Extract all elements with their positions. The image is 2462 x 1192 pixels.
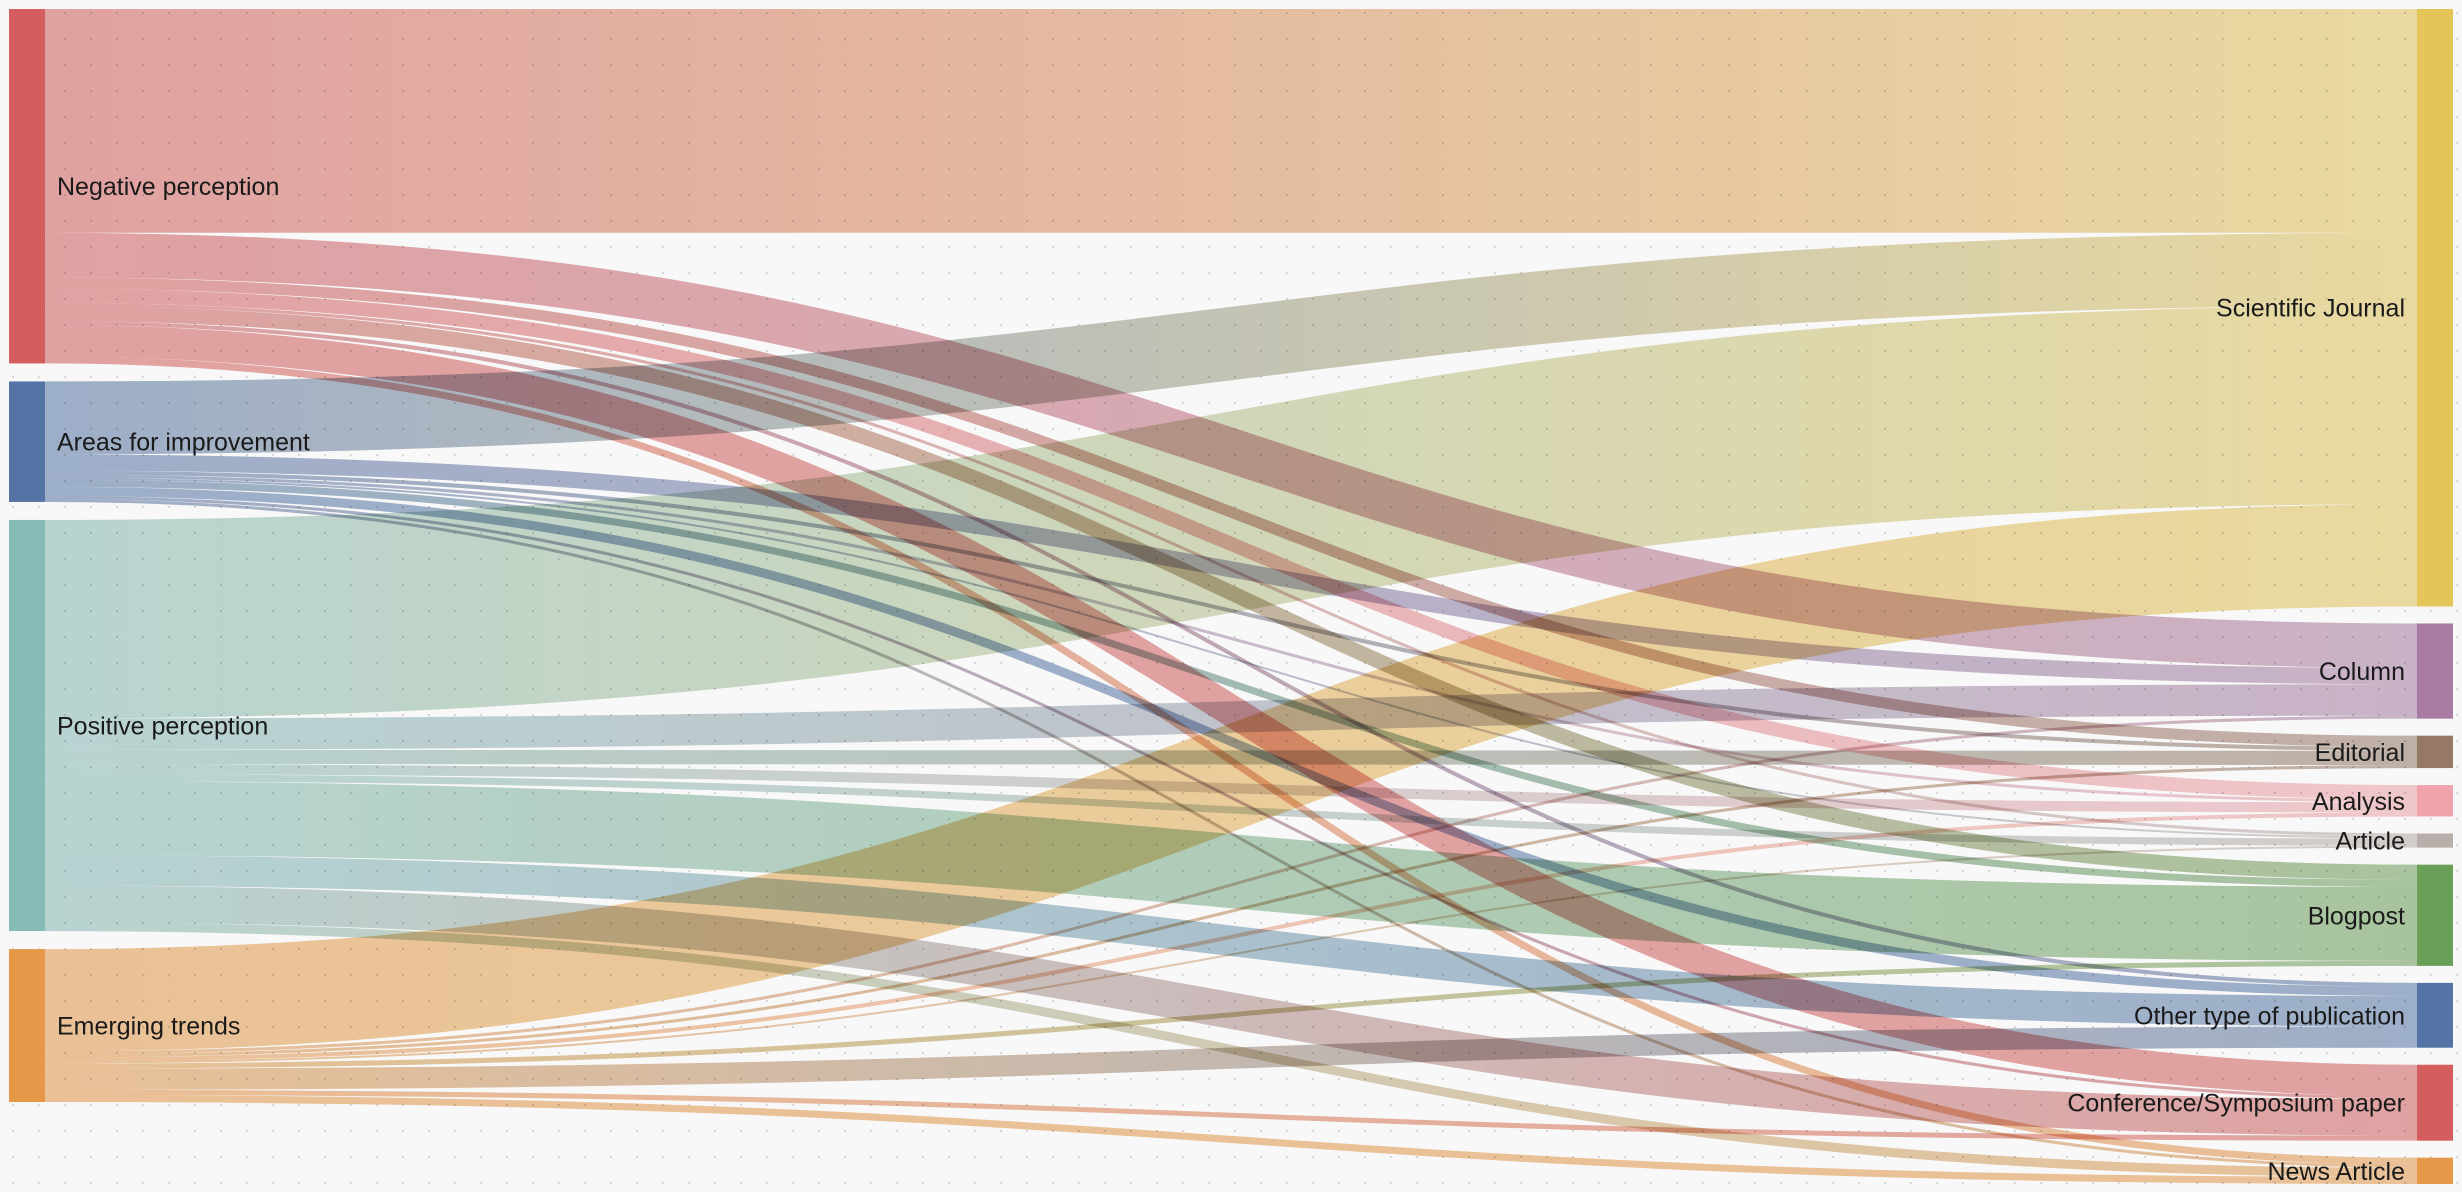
node-scientific-journal: [2417, 9, 2453, 607]
label-scientific-journal: Scientific Journal: [2216, 295, 2405, 323]
flow-links: [44, 8, 2418, 1185]
link-emerging-trends-to-conference-symposium-paper: [44, 1089, 2418, 1141]
link-positive-perception-to-scientific-journal: [44, 305, 2418, 719]
link-positive-perception-to-conference-symposium-paper: [44, 885, 2418, 1136]
label-other-type-of-publication: Other type of publication: [2134, 1002, 2405, 1030]
node-labels: Negative perception Areas for improvement…: [57, 173, 2405, 1186]
label-column: Column: [2319, 658, 2405, 686]
link-emerging-trends-to-column: [44, 715, 2418, 1055]
link-areas-for-improvement-to-article: [44, 477, 2418, 839]
label-conference-symposium-paper: Conference/Symposium paper: [2067, 1090, 2405, 1118]
label-emerging-trends: Emerging trends: [57, 1013, 240, 1041]
link-areas-for-improvement-to-analysis: [44, 474, 2418, 803]
node-article: [2417, 833, 2453, 848]
link-emerging-trends-to-blogpost: [44, 960, 2418, 1069]
link-positive-perception-to-blogpost: [44, 781, 2418, 961]
link-positive-perception-to-column: [44, 684, 2418, 750]
label-negative-perception: Negative perception: [57, 173, 279, 201]
node-analysis: [2417, 785, 2453, 817]
label-areas-for-improvement: Areas for improvement: [57, 429, 310, 457]
flow-nodes: [9, 9, 2453, 1184]
node-positive-perception: [9, 519, 45, 932]
link-emerging-trends-to-editorial: [44, 765, 2418, 1058]
node-other-type-of-publication: [2417, 982, 2453, 1048]
link-emerging-trends-to-other-type-of-publication: [44, 1026, 2418, 1090]
label-analysis: Analysis: [2312, 788, 2405, 816]
label-editorial: Editorial: [2315, 739, 2405, 767]
node-areas-for-improvement: [9, 381, 45, 502]
link-emerging-trends-to-news-article: [44, 1094, 2418, 1185]
link-positive-perception-to-other-type-of-publication: [44, 855, 2418, 1027]
link-areas-for-improvement-to-scientific-journal: [44, 232, 2418, 455]
label-positive-perception: Positive perception: [57, 713, 268, 741]
node-blogpost: [2417, 864, 2453, 966]
link-emerging-trends-to-analysis: [44, 812, 2418, 1062]
link-emerging-trends-to-article: [44, 845, 2418, 1064]
node-conference-symposium-paper: [2417, 1064, 2453, 1141]
label-article: Article: [2336, 828, 2405, 856]
link-emerging-trends-to-scientific-journal: [44, 504, 2418, 1052]
label-news-article: News Article: [2267, 1158, 2405, 1186]
node-emerging-trends: [9, 949, 45, 1102]
label-blogpost: Blogpost: [2308, 902, 2405, 930]
node-negative-perception: [9, 9, 45, 364]
node-editorial: [2417, 735, 2453, 769]
node-news-article: [2417, 1157, 2453, 1184]
node-column: [2417, 623, 2453, 719]
